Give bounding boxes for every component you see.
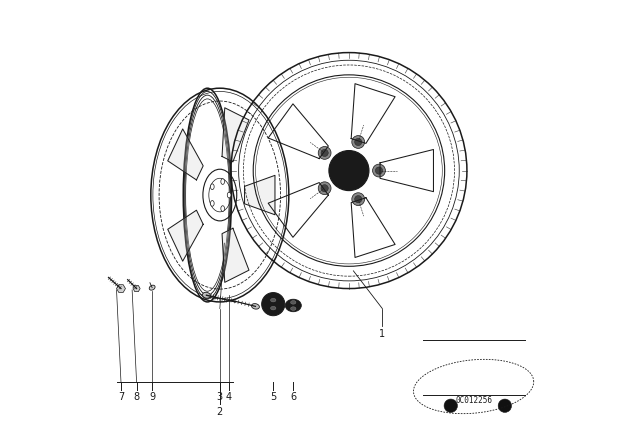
Ellipse shape [202, 292, 211, 298]
Circle shape [352, 193, 365, 206]
Text: 0C012256: 0C012256 [455, 396, 492, 405]
Ellipse shape [252, 304, 259, 309]
Text: 8: 8 [134, 392, 140, 402]
Polygon shape [222, 228, 249, 282]
Ellipse shape [149, 285, 155, 290]
Ellipse shape [211, 184, 214, 190]
Text: 2: 2 [217, 406, 223, 417]
Circle shape [262, 293, 285, 316]
Circle shape [444, 399, 458, 413]
Ellipse shape [227, 192, 231, 198]
Text: 7: 7 [118, 392, 124, 402]
Circle shape [318, 146, 331, 159]
Circle shape [372, 164, 385, 177]
Text: 1: 1 [380, 329, 385, 339]
Circle shape [321, 185, 328, 192]
Ellipse shape [285, 299, 301, 312]
Text: 5: 5 [270, 392, 276, 402]
Circle shape [318, 182, 331, 194]
Polygon shape [222, 108, 249, 162]
Circle shape [376, 167, 383, 174]
Polygon shape [168, 129, 203, 180]
Polygon shape [244, 175, 275, 215]
Ellipse shape [291, 307, 296, 310]
Text: 9: 9 [149, 392, 156, 402]
Text: 6: 6 [290, 392, 296, 402]
Ellipse shape [271, 298, 276, 302]
Text: 4: 4 [226, 392, 232, 402]
Ellipse shape [221, 179, 225, 185]
Circle shape [329, 151, 369, 190]
Ellipse shape [271, 306, 276, 310]
Circle shape [498, 399, 511, 413]
Ellipse shape [221, 206, 225, 211]
Text: 3: 3 [217, 392, 223, 402]
Circle shape [355, 195, 362, 203]
Circle shape [352, 136, 365, 148]
Ellipse shape [291, 301, 296, 304]
Circle shape [321, 149, 328, 156]
Ellipse shape [211, 201, 214, 206]
Circle shape [355, 138, 362, 146]
Polygon shape [168, 210, 203, 261]
